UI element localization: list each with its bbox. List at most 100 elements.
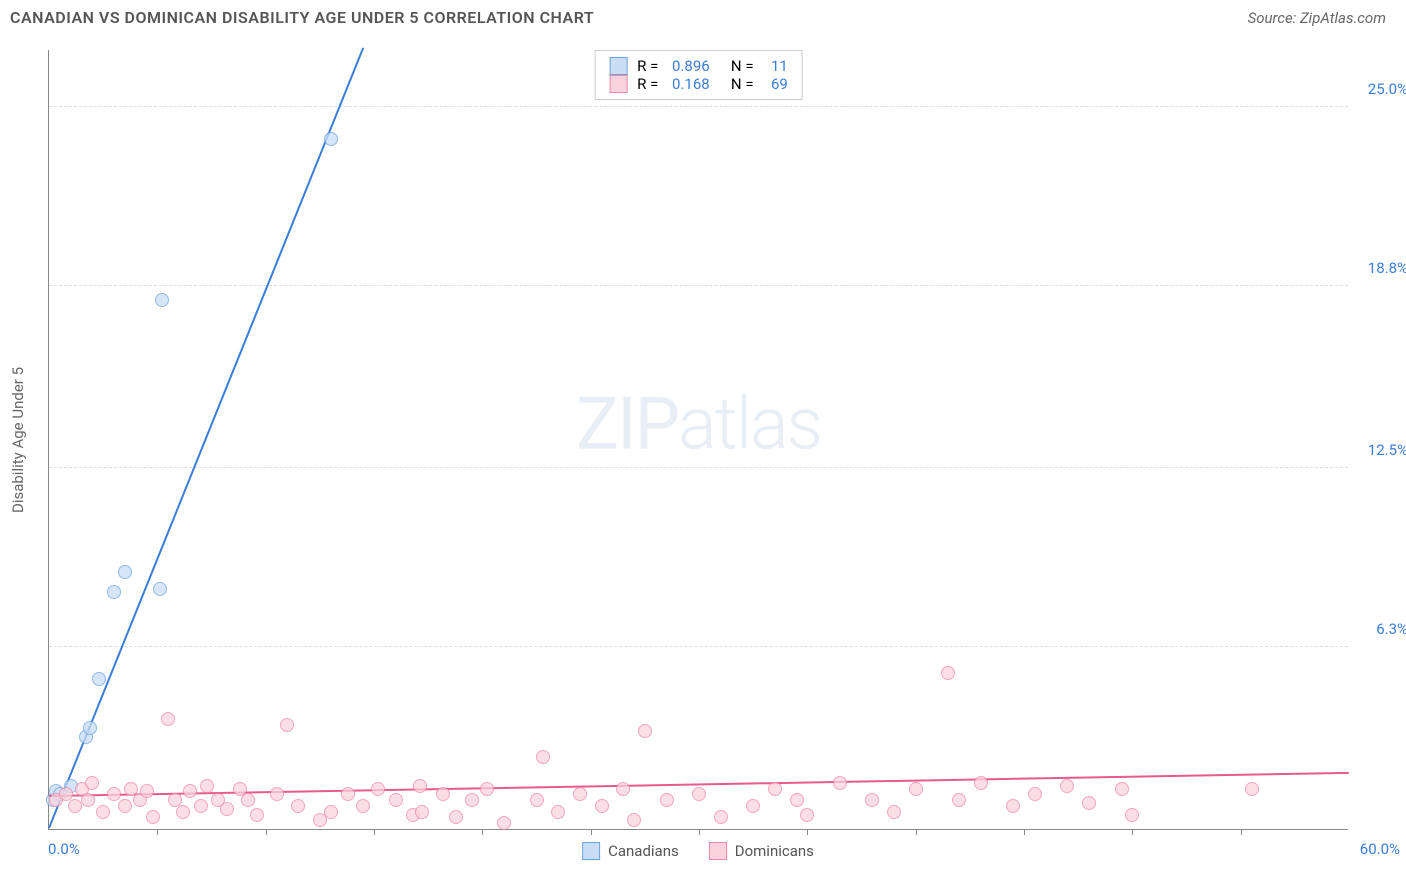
data-point (194, 799, 208, 813)
x-tick (157, 829, 158, 835)
data-point (118, 565, 132, 579)
data-point (413, 779, 427, 793)
data-point (161, 712, 175, 726)
legend-swatch (709, 842, 727, 860)
chart-area: Disability Age Under 5 ZIPatlas R = 0.89… (48, 50, 1348, 830)
x-tick (591, 829, 592, 835)
data-point (616, 782, 630, 796)
data-point (146, 810, 160, 824)
data-point (480, 782, 494, 796)
gridline (49, 467, 1348, 468)
data-point (465, 793, 479, 807)
data-point (909, 782, 923, 796)
legend-item: Canadians (582, 842, 679, 860)
y-tick-label: 25.0% (1368, 80, 1406, 98)
source-label: Source: ZipAtlas.com (1248, 9, 1386, 27)
plot-region: ZIPatlas R = 0.896 N = 11R = 0.168 N = 6… (48, 50, 1348, 830)
legend-swatch (609, 57, 627, 75)
data-point (200, 779, 214, 793)
legend-swatch (609, 75, 627, 93)
data-point (449, 810, 463, 824)
data-point (176, 805, 190, 819)
data-point (140, 784, 154, 798)
data-point (389, 793, 403, 807)
data-point (887, 805, 901, 819)
stats-row: R = 0.896 N = 11 (609, 57, 788, 75)
data-point (415, 805, 429, 819)
data-point (1060, 779, 1074, 793)
data-point (107, 787, 121, 801)
data-point (536, 750, 550, 764)
data-point (183, 784, 197, 798)
data-point (638, 724, 652, 738)
data-point (118, 799, 132, 813)
data-point (356, 799, 370, 813)
data-point (692, 787, 706, 801)
data-point (1028, 787, 1042, 801)
data-point (530, 793, 544, 807)
data-point (627, 813, 641, 827)
data-point (1125, 808, 1139, 822)
data-point (155, 293, 169, 307)
data-point (1082, 796, 1096, 810)
y-axis-label: Disability Age Under 5 (9, 367, 27, 513)
data-point (865, 793, 879, 807)
data-point (746, 799, 760, 813)
data-point (941, 666, 955, 680)
data-point (81, 793, 95, 807)
data-point (974, 776, 988, 790)
stats-legend: R = 0.896 N = 11R = 0.168 N = 69 (594, 50, 803, 100)
data-point (660, 793, 674, 807)
data-point (107, 585, 121, 599)
x-tick (916, 829, 917, 835)
trend-line (48, 48, 364, 829)
y-tick-label: 18.8% (1368, 259, 1406, 277)
data-point (241, 793, 255, 807)
data-point (800, 808, 814, 822)
x-tick (1024, 829, 1025, 835)
stats-row: R = 0.168 N = 69 (609, 75, 788, 93)
x-tick (266, 829, 267, 835)
data-point (280, 718, 294, 732)
legend-item: Dominicans (709, 842, 814, 860)
data-point (714, 810, 728, 824)
data-point (92, 672, 106, 686)
data-point (96, 805, 110, 819)
y-tick-label: 12.5% (1368, 441, 1406, 459)
watermark: ZIPatlas (576, 381, 821, 466)
data-point (551, 805, 565, 819)
data-point (1006, 799, 1020, 813)
x-tick (1132, 829, 1133, 835)
data-point (952, 793, 966, 807)
data-point (1115, 782, 1129, 796)
data-point (833, 776, 847, 790)
data-point (497, 816, 511, 830)
data-point (270, 787, 284, 801)
data-point (324, 132, 338, 146)
data-point (595, 799, 609, 813)
x-min-label: 0.0% (48, 840, 80, 858)
data-point (1245, 782, 1259, 796)
data-point (324, 805, 338, 819)
data-point (436, 787, 450, 801)
data-point (250, 808, 264, 822)
data-point (371, 782, 385, 796)
series-legend: Canadians Dominicans (582, 842, 814, 860)
data-point (85, 776, 99, 790)
chart-title: CANADIAN VS DOMINICAN DISABILITY AGE UND… (10, 8, 594, 27)
gridline (49, 106, 1348, 107)
x-tick (699, 829, 700, 835)
x-tick (1241, 829, 1242, 835)
data-point (83, 721, 97, 735)
data-point (68, 799, 82, 813)
x-tick (807, 829, 808, 835)
data-point (220, 802, 234, 816)
data-point (341, 787, 355, 801)
legend-label: Dominicans (735, 842, 814, 860)
legend-swatch (582, 842, 600, 860)
x-tick (482, 829, 483, 835)
data-point (790, 793, 804, 807)
legend-label: Canadians (608, 842, 679, 860)
data-point (573, 787, 587, 801)
data-point (153, 582, 167, 596)
